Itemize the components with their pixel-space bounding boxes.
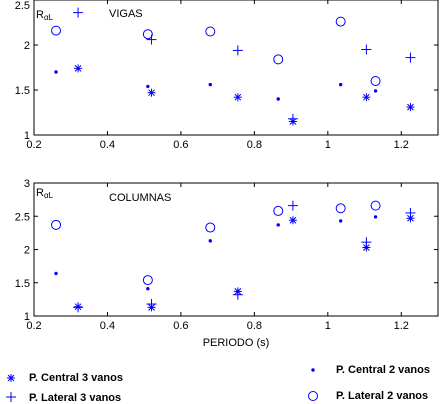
data-point-dot [338,82,343,87]
markers-columnas [51,200,416,313]
x-tick-label: 0.2 [26,139,41,151]
data-point-circle [205,26,216,37]
panel-title-vigas: VIGAS [109,8,143,20]
legend-label-lateral-3: P. Lateral 3 vanos [29,392,121,404]
legend-marker [311,368,315,372]
legend-marker-star-icon [7,374,15,382]
data-point-plus [146,299,157,310]
data-point-circle [335,16,346,27]
data-point-dot [146,287,150,291]
legend-label-lateral-2: P. Lateral 2 vanos [336,390,428,402]
data-point-plus [232,289,243,300]
data-point-dot [54,271,58,276]
data-point-star [288,216,297,225]
data-point-plus [405,207,416,218]
data-point-dot [373,215,378,219]
x-tick-label: 0.6 [173,139,188,151]
legend-marker-plus-icon [6,392,16,402]
y-tick-label: 2.5 [15,0,30,12]
data-point-circle [273,205,284,216]
x-tick-label: 0.4 [100,320,115,332]
ylabel-vigas: RαL [36,9,54,22]
data-point-dot [208,82,212,87]
y-ticks-vigas: 1 1.5 2 2.5 [15,0,438,142]
y-ticks-columnas: 1 1.5 2 2.5 3 [15,178,438,323]
y-tick-label: 2.5 [15,211,30,223]
x-ticks-vigas: 0.2 0.4 0.6 0.8 1 1.2 [26,0,409,151]
y-tick-label: 1 [24,130,30,142]
x-tick-label: 1.2 [394,139,409,151]
data-point-plus [232,45,243,56]
legend-label-central-2: P. Central 2 vanos [336,364,430,376]
data-point-circle [142,29,153,40]
data-point-circle [51,25,62,36]
y-tick-label: 3 [24,178,30,190]
data-point-circle [51,219,62,230]
panel-vigas: 1 1.5 2 2.5 0.2 0.4 0.6 0.8 1 1.2 RαL VIGAS [15,0,439,151]
data-point-plus [287,200,298,211]
y-tick-label: 1 [24,311,30,323]
x-tick-label: 0.8 [247,320,262,332]
legend-marker [308,391,318,401]
legend-marker [7,374,15,382]
legend-item-lateral-2: P. Lateral 2 vanos [308,390,428,402]
data-point-circle [370,76,381,86]
data-point-dot [373,89,378,93]
data-point-dot [146,84,150,89]
legend: P. Central 3 vanos P. Lateral 3 vanos P.… [6,364,430,404]
legend-marker-circle-icon [308,391,318,401]
legend-marker-dot-icon [311,368,315,372]
data-point-dot [276,223,280,227]
data-point-plus [287,113,298,124]
y-tick-label: 1.5 [15,85,30,97]
legend-item-central-2: P. Central 2 vanos [311,364,430,376]
panel-title-columnas: COLUMNAS [109,192,171,204]
y-tick-label: 2 [24,40,30,52]
data-point-plus [361,44,372,55]
data-point-plus [361,237,372,248]
plot-frame-columnas [33,182,439,317]
legend-label-central-3: P. Central 3 vanos [29,372,123,384]
legend-item-lateral-3: P. Lateral 3 vanos [6,392,121,404]
data-point-plus [73,302,84,313]
data-point-circle [273,54,284,65]
x-ticks-columnas: 0.2 0.4 0.6 0.8 1 1.2 [26,183,409,332]
data-point-circle [370,200,381,211]
data-point-dot [208,239,212,243]
data-point-plus [405,52,416,63]
data-point-star [147,88,156,97]
y-tick-label: 1.5 [15,278,30,290]
x-tick-label: 0.6 [173,320,188,332]
x-tick-label: 1 [325,139,331,151]
markers-vigas [51,7,416,126]
legend-item-central-3: P. Central 3 vanos [7,372,123,384]
x-tick-label: 1.2 [394,320,409,332]
data-point-circle [142,275,153,286]
data-point-star [233,93,242,102]
xlabel-periodo: PERIODO (s) [203,337,270,349]
plot-frame-vigas [33,0,439,136]
data-point-star [74,64,83,73]
data-point-dot [276,97,280,101]
data-point-circle [205,222,216,233]
ylabel-columnas: RαL [36,187,54,200]
data-point-circle [335,203,346,214]
x-tick-label: 0.2 [26,320,41,332]
x-tick-label: 1 [325,320,331,332]
data-point-dot [338,219,343,223]
y-tick-label: 2 [24,245,30,257]
data-point-star [406,103,415,112]
x-tick-label: 0.4 [100,139,115,151]
data-point-plus [73,7,84,18]
panel-columnas: 1 1.5 2 2.5 3 0.2 0.4 0.6 0.8 1 1.2 RαL COLUMNAS [15,178,439,332]
legend-marker [6,392,16,402]
x-tick-label: 0.8 [247,139,262,151]
data-point-star [362,93,371,102]
data-point-dot [54,70,58,74]
